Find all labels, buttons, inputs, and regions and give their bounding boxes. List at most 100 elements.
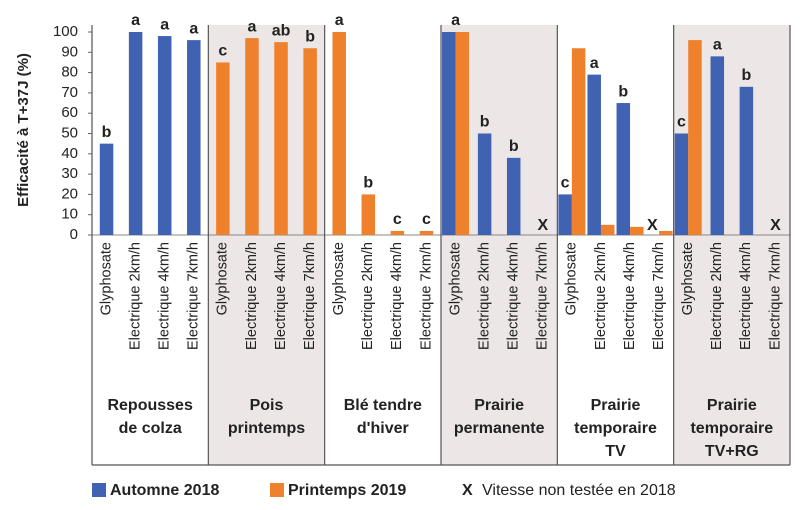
x-tick-label: Electrique 4km/h — [389, 242, 405, 350]
y-tick-label: 10 — [61, 206, 78, 223]
x-tick-label: Electrique 7km/h — [535, 242, 551, 350]
x-tick-label: Electrique 2km/h — [476, 242, 492, 350]
legend-label: Printemps 2019 — [288, 482, 406, 499]
x-tick-label: Electrique 2km/h — [709, 242, 725, 350]
y-tick-label: 30 — [61, 165, 78, 182]
bar — [361, 194, 376, 235]
x-tick-label: Glyphosate — [447, 242, 463, 315]
legend-label: Vitesse non testée en 2018 — [482, 482, 676, 499]
significance-letter: b — [618, 83, 628, 100]
bar — [99, 143, 114, 235]
significance-letter: a — [131, 12, 140, 29]
bar — [674, 133, 689, 235]
bar — [187, 40, 201, 236]
bar — [710, 56, 725, 235]
bar — [571, 48, 586, 235]
y-tick-label: 50 — [61, 124, 78, 141]
significance-letter: c — [218, 43, 227, 60]
x-tick-label: Glyphosate — [215, 242, 231, 315]
significance-letter: a — [335, 12, 344, 29]
significance-letter: a — [248, 18, 257, 35]
bar — [216, 62, 230, 236]
bar — [332, 32, 346, 235]
significance-letter: c — [393, 211, 402, 228]
bar — [128, 32, 143, 235]
bar — [630, 226, 644, 235]
x-tick-label: Electrique 4km/h — [273, 242, 289, 350]
bar — [303, 48, 317, 235]
group-label: de colza — [119, 420, 182, 437]
bar — [157, 36, 172, 236]
group-label: Blé tendre — [344, 397, 422, 414]
bar — [600, 224, 615, 235]
x-tick-label: Electrique 4km/h — [157, 242, 173, 350]
bar — [455, 32, 470, 235]
x-tick-label: Electrique 2km/h — [127, 242, 143, 350]
significance-letter: b — [480, 114, 490, 131]
bar — [659, 230, 673, 235]
x-tick-label: Glyphosate — [564, 242, 580, 315]
legend-swatch — [270, 483, 284, 497]
untested-marker: X — [647, 217, 658, 234]
group-label: TV — [605, 443, 626, 460]
significance-letter: b — [305, 28, 315, 45]
x-tick-label: Electrique 4km/h — [622, 242, 638, 350]
y-tick-label: 80 — [61, 64, 78, 81]
bar — [419, 230, 434, 235]
x-tick-label: Electrique 7km/h — [767, 242, 783, 350]
significance-letter: a — [160, 16, 169, 33]
y-tick-label: 20 — [61, 185, 78, 202]
significance-letter: ab — [272, 22, 291, 39]
significance-letter: a — [451, 12, 460, 29]
significance-letter: c — [561, 175, 570, 192]
significance-letter: b — [509, 138, 519, 155]
y-tick-label: 70 — [61, 84, 78, 101]
significance-letter: b — [102, 124, 112, 141]
bar — [587, 74, 601, 235]
legend-marker: X — [462, 482, 473, 499]
x-tick-label: Electrique 7km/h — [186, 242, 202, 350]
legend-label: Automne 2018 — [110, 482, 219, 499]
significance-letter: a — [590, 55, 599, 72]
x-tick-label: Glyphosate — [680, 242, 696, 315]
group-label: permanente — [454, 420, 545, 437]
y-tick-label: 40 — [61, 145, 78, 162]
group-label: printemps — [228, 420, 305, 437]
bar — [739, 86, 754, 235]
bar — [245, 38, 259, 236]
x-tick-label: Electrique 2km/h — [593, 242, 609, 350]
significance-letter: b — [363, 175, 373, 192]
group-label: Prairie — [591, 397, 641, 414]
group-label: TV+RG — [705, 443, 759, 460]
legend-swatch — [92, 483, 106, 497]
bar — [477, 133, 492, 235]
untested-marker: X — [537, 217, 548, 234]
bar — [274, 42, 288, 236]
y-tick-label: 0 — [70, 226, 78, 243]
group-label: temporaire — [690, 420, 773, 437]
x-tick-label: Electrique 7km/h — [302, 242, 318, 350]
x-tick-label: Glyphosate — [98, 242, 114, 315]
x-tick-label: Electrique 4km/h — [506, 242, 522, 350]
x-tick-label: Electrique 2km/h — [244, 242, 260, 350]
bar — [688, 40, 702, 236]
y-tick-label: 60 — [61, 104, 78, 121]
x-tick-label: Electrique 2km/h — [360, 242, 376, 350]
group-label: Prairie — [474, 397, 524, 414]
group-label: Repousses — [107, 397, 192, 414]
significance-letter: c — [422, 211, 431, 228]
y-tick-label: 100 — [53, 23, 78, 40]
group-label: temporaire — [574, 420, 657, 437]
x-tick-label: Electrique 4km/h — [738, 242, 754, 350]
untested-marker: X — [770, 217, 781, 234]
group-label: d'hiver — [357, 420, 409, 437]
bar — [442, 32, 456, 235]
bar — [558, 194, 572, 235]
significance-letter: b — [741, 67, 751, 84]
bar — [616, 103, 631, 235]
group-label: Prairie — [707, 397, 757, 414]
significance-letter: a — [713, 37, 722, 54]
significance-letter: c — [677, 114, 686, 131]
x-tick-label: Electrique 7km/h — [418, 242, 434, 350]
